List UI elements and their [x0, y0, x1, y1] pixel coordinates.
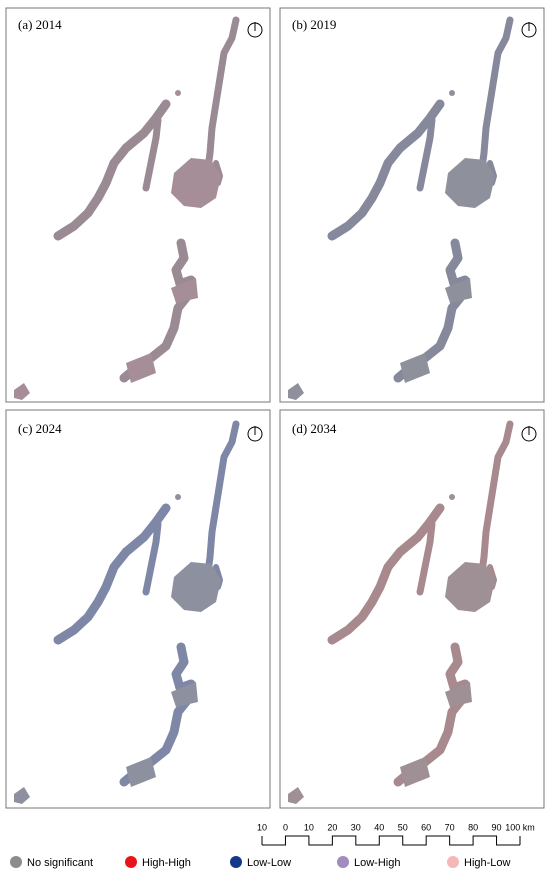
- panel-label: (c) 2024: [18, 421, 62, 436]
- north-arrow: [247, 22, 263, 38]
- map-region: [288, 424, 510, 804]
- scale-line: [261, 835, 521, 846]
- panel-label: (a) 2014: [18, 17, 62, 32]
- map-region: [288, 20, 510, 400]
- scale-label: 20: [327, 822, 337, 832]
- legend-label: Low-High: [354, 857, 400, 869]
- scale-label: 30: [351, 822, 361, 832]
- scale-bar: 10 0 10 20 30 40 50 60 70 80 90 100 km: [257, 822, 535, 846]
- scale-label: 60: [421, 822, 431, 832]
- legend-label: High-Low: [464, 857, 511, 869]
- north-arrow: [247, 426, 263, 442]
- north-arrow: [521, 22, 537, 38]
- panel-frame: [5, 7, 271, 403]
- legend-swatch: [337, 856, 349, 868]
- panel-a: (a) 2014: [5, 7, 271, 403]
- north-arrow: [521, 426, 537, 442]
- scale-label: 10: [257, 822, 267, 832]
- scale-label: 40: [374, 822, 384, 832]
- legend-label: High-High: [142, 857, 191, 869]
- panel-frame: [5, 409, 271, 809]
- legend-swatch: [447, 856, 459, 868]
- panel-d: (d) 2034: [279, 409, 545, 809]
- legend-swatch: [125, 856, 137, 868]
- scale-label: 10: [304, 822, 314, 832]
- panel-c: (c) 2024: [5, 409, 271, 809]
- panel-b: (b) 2019: [279, 7, 545, 403]
- legend-swatch: [230, 856, 242, 868]
- scale-label: 0: [283, 822, 288, 832]
- scale-label: 50: [398, 822, 408, 832]
- legend: No significant High-High Low-Low Low-High Hi…: [10, 856, 511, 869]
- scale-label: 70: [445, 822, 455, 832]
- map-region: [14, 20, 236, 400]
- map-region: [14, 424, 236, 804]
- scale-label: 100 km: [505, 822, 535, 832]
- panel-frame: [279, 7, 545, 403]
- scale-label: 90: [492, 822, 502, 832]
- scale-label: 80: [468, 822, 478, 832]
- legend-label: No significant: [27, 857, 93, 869]
- panel-label: (d) 2034: [292, 421, 337, 436]
- legend-label: Low-Low: [247, 857, 291, 869]
- legend-swatch: [10, 856, 22, 868]
- panel-frame: [279, 409, 545, 809]
- panel-label: (b) 2019: [292, 17, 336, 32]
